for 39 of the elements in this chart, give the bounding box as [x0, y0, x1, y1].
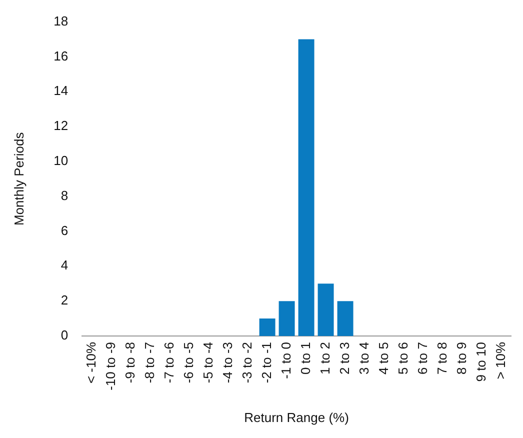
x-tick-label: < -10% [83, 342, 98, 384]
x-tick-label: -9 to -8 [122, 342, 138, 384]
x-tick-label: 2 to 3 [336, 342, 352, 375]
x-tick-label: 3 to 4 [356, 342, 372, 375]
x-tick-label: 5 to 6 [395, 342, 410, 375]
y-tick-label: 14 [54, 83, 68, 98]
y-tick-label: 0 [60, 328, 68, 343]
x-tick-label: 8 to 9 [454, 342, 469, 375]
y-tick-label: 6 [60, 222, 68, 238]
x-tick-label: -6 to -5 [180, 342, 196, 384]
x-tick-label: -1 to 0 [278, 342, 294, 379]
y-axis-title: Monthly Periods [11, 132, 26, 226]
x-tick-label: 0 to 1 [298, 342, 313, 375]
x-tick-label: -4 to -3 [220, 342, 235, 384]
x-tick-label: 9 to 10 [473, 342, 488, 382]
bar [259, 318, 276, 336]
bar [337, 301, 354, 336]
x-tick-label: 1 to 2 [317, 342, 332, 375]
y-tick-label: 18 [54, 13, 68, 28]
x-tick-label: -8 to -7 [142, 342, 157, 384]
x-tick-label: -5 to -4 [200, 342, 216, 384]
y-tick-label: 12 [54, 118, 68, 134]
x-tick-label: -2 to -1 [258, 342, 274, 384]
bar [298, 39, 314, 336]
x-tick-label: 7 to 8 [434, 342, 450, 375]
x-tick-label: -3 to -2 [239, 342, 254, 384]
x-tick-label: 4 to 5 [376, 342, 391, 375]
y-tick-label: 16 [54, 48, 68, 64]
y-tick-label: 10 [54, 153, 68, 168]
x-tick-label: -7 to -6 [161, 342, 176, 384]
y-tick-label: 4 [60, 258, 68, 273]
x-tick-label: 6 to 7 [414, 342, 430, 375]
bar [278, 301, 295, 336]
x-axis-title: Return Range (%) [244, 410, 349, 425]
x-tick-label: -10 to -9 [102, 342, 118, 390]
y-tick-label: 2 [60, 292, 68, 308]
bar [318, 284, 334, 336]
y-tick-label: 8 [60, 188, 68, 203]
x-tick-label: > 10% [492, 342, 508, 380]
